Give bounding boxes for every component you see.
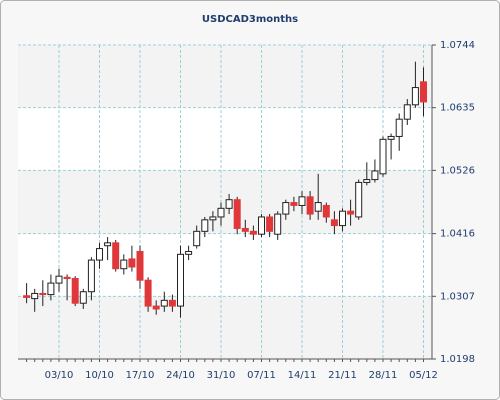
candle-body bbox=[420, 81, 427, 103]
candle-body bbox=[225, 199, 233, 209]
candle-body bbox=[371, 170, 379, 181]
candle-body bbox=[104, 242, 112, 247]
candle-body bbox=[87, 259, 95, 293]
candle-body bbox=[282, 202, 290, 215]
grid-band bbox=[18, 296, 432, 359]
candle-body bbox=[403, 104, 411, 120]
y-tick-label: 1.0198 bbox=[440, 354, 475, 365]
candle-body bbox=[112, 242, 120, 270]
candle-body bbox=[379, 138, 387, 175]
candle-body bbox=[23, 295, 31, 298]
candle-body bbox=[168, 299, 176, 307]
candle-body bbox=[395, 118, 403, 137]
candle-body bbox=[209, 216, 217, 221]
candle-body bbox=[363, 179, 371, 183]
candle-body bbox=[314, 202, 322, 212]
candle-body bbox=[128, 258, 136, 268]
candle-body bbox=[249, 230, 257, 235]
candle-body bbox=[339, 210, 346, 227]
y-tick-label: 1.0635 bbox=[440, 103, 475, 114]
candle-body bbox=[266, 216, 274, 232]
candle-body bbox=[79, 291, 87, 304]
grid-band bbox=[18, 170, 432, 234]
candle-body bbox=[47, 282, 55, 296]
x-tick-label: 24/10 bbox=[166, 370, 195, 381]
x-tick-label: 14/11 bbox=[288, 370, 317, 381]
candle-body bbox=[298, 196, 306, 206]
candle-body bbox=[193, 230, 201, 247]
candle-body bbox=[63, 276, 71, 279]
chart-title: USDCAD3months bbox=[202, 14, 298, 25]
y-tick-label: 1.0307 bbox=[440, 291, 475, 302]
candle-body bbox=[347, 210, 355, 215]
candle-body bbox=[201, 219, 209, 232]
candle-body bbox=[258, 216, 265, 235]
candle-body bbox=[96, 248, 103, 261]
x-tick-label: 05/12 bbox=[409, 370, 438, 381]
y-tick-label: 1.0416 bbox=[440, 229, 475, 240]
candle-body bbox=[355, 181, 363, 218]
candle-body bbox=[330, 219, 338, 227]
x-tick-label: 31/10 bbox=[207, 370, 236, 381]
candle-body bbox=[322, 204, 330, 218]
y-tick-label: 1.0526 bbox=[440, 165, 475, 176]
candle-body bbox=[185, 250, 193, 255]
candle-body bbox=[71, 277, 79, 304]
x-tick-label: 07/11 bbox=[247, 370, 276, 381]
candle-body bbox=[177, 253, 184, 307]
candle-body bbox=[387, 135, 395, 140]
x-tick-label: 03/10 bbox=[45, 370, 74, 381]
candle-body bbox=[306, 196, 314, 215]
candle-body bbox=[136, 250, 144, 281]
candle-body bbox=[31, 292, 39, 300]
x-tick-label: 21/11 bbox=[328, 370, 357, 381]
candle-body bbox=[233, 199, 241, 229]
candle-body bbox=[55, 275, 63, 284]
x-tick-label: 17/10 bbox=[126, 370, 155, 381]
y-tick-label: 1.0744 bbox=[440, 40, 475, 51]
candle-body bbox=[217, 207, 225, 218]
candle-body bbox=[152, 305, 160, 310]
candle-body bbox=[160, 299, 168, 307]
candle-body bbox=[39, 292, 47, 296]
candle-body bbox=[144, 279, 152, 307]
x-tick-label: 28/11 bbox=[369, 370, 398, 381]
candle-body bbox=[274, 213, 282, 235]
x-tick-label: 10/10 bbox=[85, 370, 114, 381]
candle-body bbox=[120, 259, 128, 270]
candle-body bbox=[241, 227, 249, 232]
candle-body bbox=[411, 87, 419, 106]
candle-body bbox=[290, 202, 298, 206]
grid-band bbox=[18, 45, 432, 108]
